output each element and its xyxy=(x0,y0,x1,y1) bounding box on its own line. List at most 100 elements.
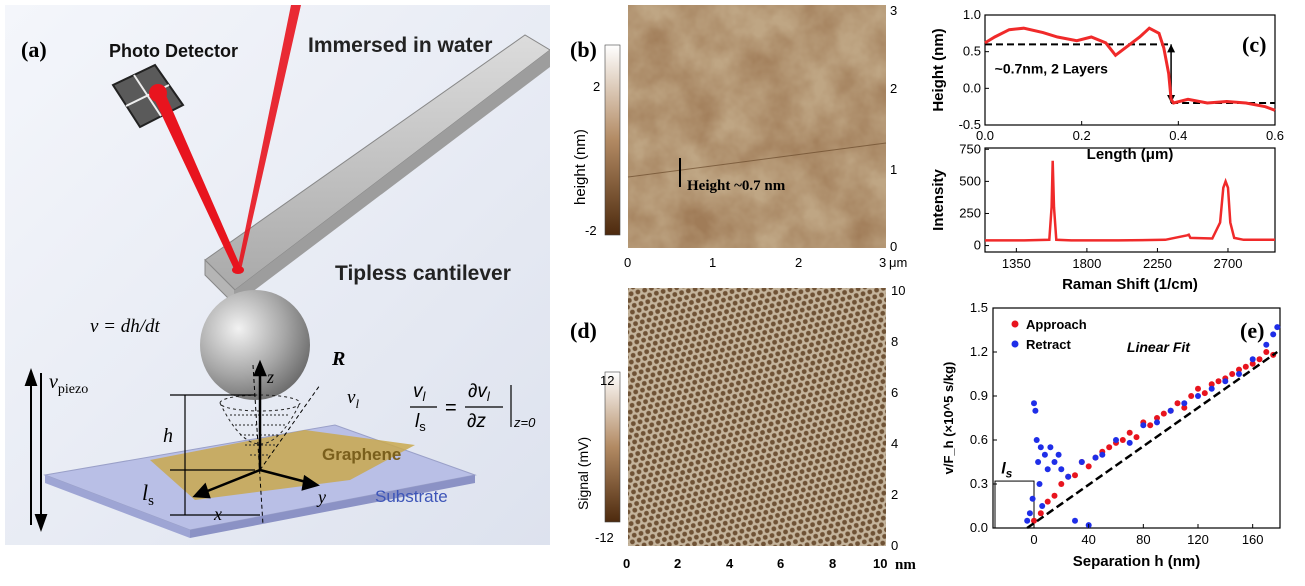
lattice-x-axis: 0 2 4 6 8 10 nm xyxy=(623,556,916,573)
graphene-sheet xyxy=(150,430,415,500)
retract-point xyxy=(1058,466,1065,473)
panel-e-chart: ls Linear Fit Approach Retract 0 40 80 120 160 1.… xyxy=(925,300,1305,581)
profile-y-tick-label: 0.5 xyxy=(963,44,981,59)
svg-text:3: 3 xyxy=(879,255,886,270)
retract-point xyxy=(1026,510,1033,517)
panel-c-charts: ~0.7nm, 2 Layers 0.0 0.2 0.4 0.6 1.0 0.5 0.0 -0.… xyxy=(925,0,1305,300)
profile-arrowhead-up xyxy=(1167,44,1176,53)
scatter-x-axis-title: Separation h (nm) xyxy=(1073,553,1201,570)
approach-point xyxy=(1031,517,1037,524)
velocity-guide-line xyxy=(259,384,321,471)
scatter-y-tick-label: 1.5 xyxy=(970,300,988,315)
scatter-x-tick-label: 0 xyxy=(1030,532,1037,547)
z-axis-label: z xyxy=(266,367,274,387)
cantilever-label: Tipless cantilever xyxy=(335,262,511,285)
approach-point xyxy=(1072,472,1078,479)
colloidal-sphere xyxy=(200,290,310,400)
lattice-y-axis: 0 2 4 6 8 10 xyxy=(891,283,905,553)
retract-point xyxy=(1126,439,1133,446)
retract-point xyxy=(1154,419,1160,426)
photo-detector-label: Photo Detector xyxy=(109,41,238,61)
legend-marker-approach xyxy=(1011,320,1019,328)
svg-text:1: 1 xyxy=(890,162,897,177)
svg-text:2: 2 xyxy=(890,81,897,96)
coordinate-axes xyxy=(192,359,320,499)
lattice-image xyxy=(628,288,886,546)
radius-label: R xyxy=(331,348,345,370)
profile-annotation: ~0.7nm, 2 Layers xyxy=(995,61,1108,77)
ls-label: ls xyxy=(142,480,154,509)
raman-x-tick-label: 2700 xyxy=(1214,256,1243,271)
piezo-arrows xyxy=(24,368,48,532)
raman-y-tick-label: 0 xyxy=(974,238,981,253)
retract-point xyxy=(1270,331,1277,338)
retract-point xyxy=(1055,451,1062,458)
slip-scatter-svg: ls Linear Fit Approach Retract 0 40 80 120 160 1.… xyxy=(941,300,1281,570)
approach-point xyxy=(1126,429,1133,436)
y-axis-label: y xyxy=(316,487,326,507)
legend-label-retract: Retract xyxy=(1026,337,1071,352)
raman-line xyxy=(985,160,1275,242)
substrate-label: Substrate xyxy=(375,487,448,506)
panel-c-label: (c) xyxy=(1242,32,1267,57)
panel-d-lattice: 12 -12 Signal (mV) 0 2 4 6 8 10 nm 0 2 4… xyxy=(555,280,925,580)
approach-point xyxy=(1051,492,1058,499)
scatter-x-tick-label: 40 xyxy=(1081,532,1095,547)
cbar-title: height (nm) xyxy=(572,129,589,205)
svg-text:10: 10 xyxy=(891,283,905,298)
retract-point xyxy=(1099,451,1106,458)
h-label: h xyxy=(163,425,173,447)
linear-fit-label: Linear Fit xyxy=(1127,339,1191,355)
approach-point xyxy=(1195,385,1201,392)
retract-point xyxy=(1035,459,1042,465)
panel-a-label: (a) xyxy=(21,37,47,62)
profile-y-tick-label: -0.5 xyxy=(959,117,981,132)
panel-b-label: (b) xyxy=(570,37,597,62)
approach-point xyxy=(1037,510,1044,517)
svg-text:=: = xyxy=(445,397,457,419)
approach-point xyxy=(1242,363,1249,370)
graphene-edge-line xyxy=(627,142,887,178)
panel-b-afm: 2 -2 height (nm) Height ~0.7 nm 0 1 2 3 … xyxy=(555,3,925,275)
retract-point xyxy=(1072,517,1078,524)
svg-text:8: 8 xyxy=(829,556,836,571)
scatter-x-tick-label: 160 xyxy=(1242,532,1264,547)
vpiezo-label: vpiezo xyxy=(49,371,88,397)
linear-fit-line xyxy=(1026,350,1278,530)
approach-point xyxy=(1188,393,1195,399)
svg-text:nm: nm xyxy=(895,557,916,573)
approach-point xyxy=(1133,434,1140,441)
scatter-plot-frame xyxy=(992,307,1281,529)
retract-point xyxy=(1236,371,1242,377)
signal-cbar-bottom: -12 xyxy=(595,530,614,545)
afm-height-svg: 2 -2 height (nm) Height ~0.7 nm 0 1 2 3 … xyxy=(572,3,907,270)
svg-text:3: 3 xyxy=(890,5,897,18)
scatter-y-tick-label: 0.0 xyxy=(970,520,988,535)
profile-y-tick-label: 1.0 xyxy=(963,7,981,22)
approach-point xyxy=(1174,400,1181,407)
svg-text:6: 6 xyxy=(777,556,784,571)
profile-y-tick-label: 0.0 xyxy=(963,80,981,95)
svg-text:∂z: ∂z xyxy=(467,411,486,432)
afm-image-texture xyxy=(628,5,886,248)
approach-point xyxy=(1208,381,1215,388)
signal-colorbar xyxy=(604,371,621,523)
afm-x-axis: 0 1 2 3 μm xyxy=(624,255,907,270)
scatter-x-tick-label: 120 xyxy=(1187,532,1209,547)
retract-point xyxy=(1092,454,1099,461)
profile-x-axis-title: Length (μm) xyxy=(1087,146,1174,163)
panel-a-schematic: Photo Detector Immersed in water Tipless… xyxy=(5,5,551,545)
retract-point xyxy=(1033,437,1040,443)
svg-text:0: 0 xyxy=(624,255,631,270)
raman-x-tick-label: 2250 xyxy=(1143,256,1172,271)
retract-point xyxy=(1041,451,1048,458)
velocity-equation: v = dh/dt xyxy=(90,316,161,337)
retract-point xyxy=(1274,324,1281,331)
profile-line xyxy=(984,26,1276,112)
svg-text:4: 4 xyxy=(726,556,734,571)
approach-point xyxy=(1181,404,1188,411)
svg-text:vl: vl xyxy=(413,381,427,404)
raman-x-tick-label: 1800 xyxy=(1072,256,1101,271)
afm-y-axis: 0 1 2 3 xyxy=(890,3,897,254)
